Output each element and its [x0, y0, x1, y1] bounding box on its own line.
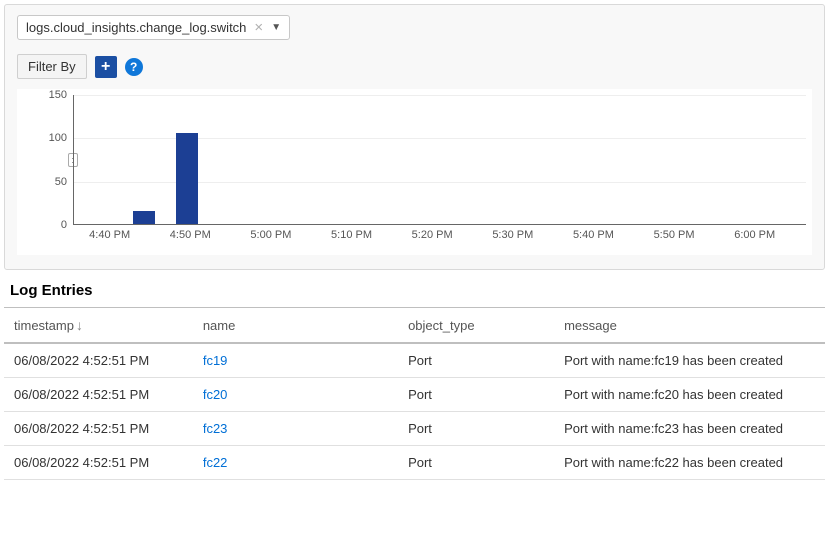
cell-name[interactable]: fc23: [193, 412, 398, 446]
chart-x-tick-label: 4:50 PM: [170, 229, 211, 241]
table-body: 06/08/2022 4:52:51 PMfc19PortPort with n…: [4, 343, 825, 480]
table-row: 06/08/2022 4:52:51 PMfc20PortPort with n…: [4, 378, 825, 412]
chart-y-axis: 050100150: [23, 95, 73, 225]
log-bar-chart: 0 50 100 150 4:40 PM 4:50 PM 5:00 PM 5:10 PM 5:…: [17, 89, 812, 255]
chart-x-tick-label: 5:50 PM: [654, 229, 695, 241]
cell-name[interactable]: fc20: [193, 378, 398, 412]
table-header-row: timestamp↓nameobject_typemessage: [4, 308, 825, 343]
chart-plot: [73, 95, 806, 225]
chart-bar: [133, 211, 155, 224]
log-entries-table: timestamp↓nameobject_typemessage 06/08/2…: [4, 308, 825, 480]
cell-object_type: Port: [398, 378, 554, 412]
add-filter-button[interactable]: +: [95, 56, 117, 78]
cell-timestamp: 06/08/2022 4:52:51 PM: [4, 343, 193, 378]
cell-timestamp: 06/08/2022 4:52:51 PM: [4, 412, 193, 446]
cell-timestamp: 06/08/2022 4:52:51 PM: [4, 446, 193, 480]
cell-object_type: Port: [398, 446, 554, 480]
help-icon[interactable]: ?: [125, 58, 143, 76]
chart-y-tick-label: 50: [55, 176, 67, 188]
chart-gridline: [74, 95, 806, 96]
filter-row: Filter By + ?: [17, 54, 812, 79]
column-header-name[interactable]: name: [193, 308, 398, 343]
column-header-timestamp[interactable]: timestamp↓: [4, 308, 193, 343]
cell-message: Port with name:fc22 has been created: [554, 446, 825, 480]
chart-x-tick-label: 4:40 PM: [89, 229, 130, 241]
cell-object_type: Port: [398, 412, 554, 446]
chart-x-tick-label: 5:40 PM: [573, 229, 614, 241]
log-entries-title: Log Entries: [10, 282, 823, 299]
chart-bar: [176, 133, 198, 224]
close-icon[interactable]: ×: [254, 20, 263, 35]
cell-timestamp: 06/08/2022 4:52:51 PM: [4, 378, 193, 412]
sort-desc-icon: ↓: [76, 317, 83, 333]
chart-y-tick-label: 150: [49, 89, 67, 101]
chart-x-tick-label: 5:00 PM: [250, 229, 291, 241]
table-row: 06/08/2022 4:52:51 PMfc19PortPort with n…: [4, 343, 825, 378]
log-entries-table-wrap: timestamp↓nameobject_typemessage 06/08/2…: [4, 307, 825, 480]
query-panel: logs.cloud_insights.change_log.switch × …: [4, 4, 825, 270]
cell-name[interactable]: fc19: [193, 343, 398, 378]
table-row: 06/08/2022 4:52:51 PMfc23PortPort with n…: [4, 412, 825, 446]
chart-y-tick-label: 100: [49, 132, 67, 144]
chart-x-tick-label: 5:30 PM: [492, 229, 533, 241]
query-pill[interactable]: logs.cloud_insights.change_log.switch × …: [17, 15, 290, 40]
chart-x-axis: 4:40 PM 4:50 PM 5:00 PM 5:10 PM 5:20 PM 5:30 …: [73, 229, 806, 247]
column-header-message[interactable]: message: [554, 308, 825, 343]
cell-message: Port with name:fc19 has been created: [554, 343, 825, 378]
query-text: logs.cloud_insights.change_log.switch: [26, 20, 246, 35]
chart-y-tick-label: 0: [61, 219, 67, 231]
filter-by-button[interactable]: Filter By: [17, 54, 87, 79]
chart-x-tick-label: 6:00 PM: [734, 229, 775, 241]
chevron-down-icon[interactable]: ▼: [271, 22, 281, 33]
chart-x-tick-label: 5:10 PM: [331, 229, 372, 241]
cell-message: Port with name:fc20 has been created: [554, 378, 825, 412]
cell-object_type: Port: [398, 343, 554, 378]
cell-message: Port with name:fc23 has been created: [554, 412, 825, 446]
table-row: 06/08/2022 4:52:51 PMfc22PortPort with n…: [4, 446, 825, 480]
chart-x-tick-label: 5:20 PM: [412, 229, 453, 241]
cell-name[interactable]: fc22: [193, 446, 398, 480]
column-header-object_type[interactable]: object_type: [398, 308, 554, 343]
